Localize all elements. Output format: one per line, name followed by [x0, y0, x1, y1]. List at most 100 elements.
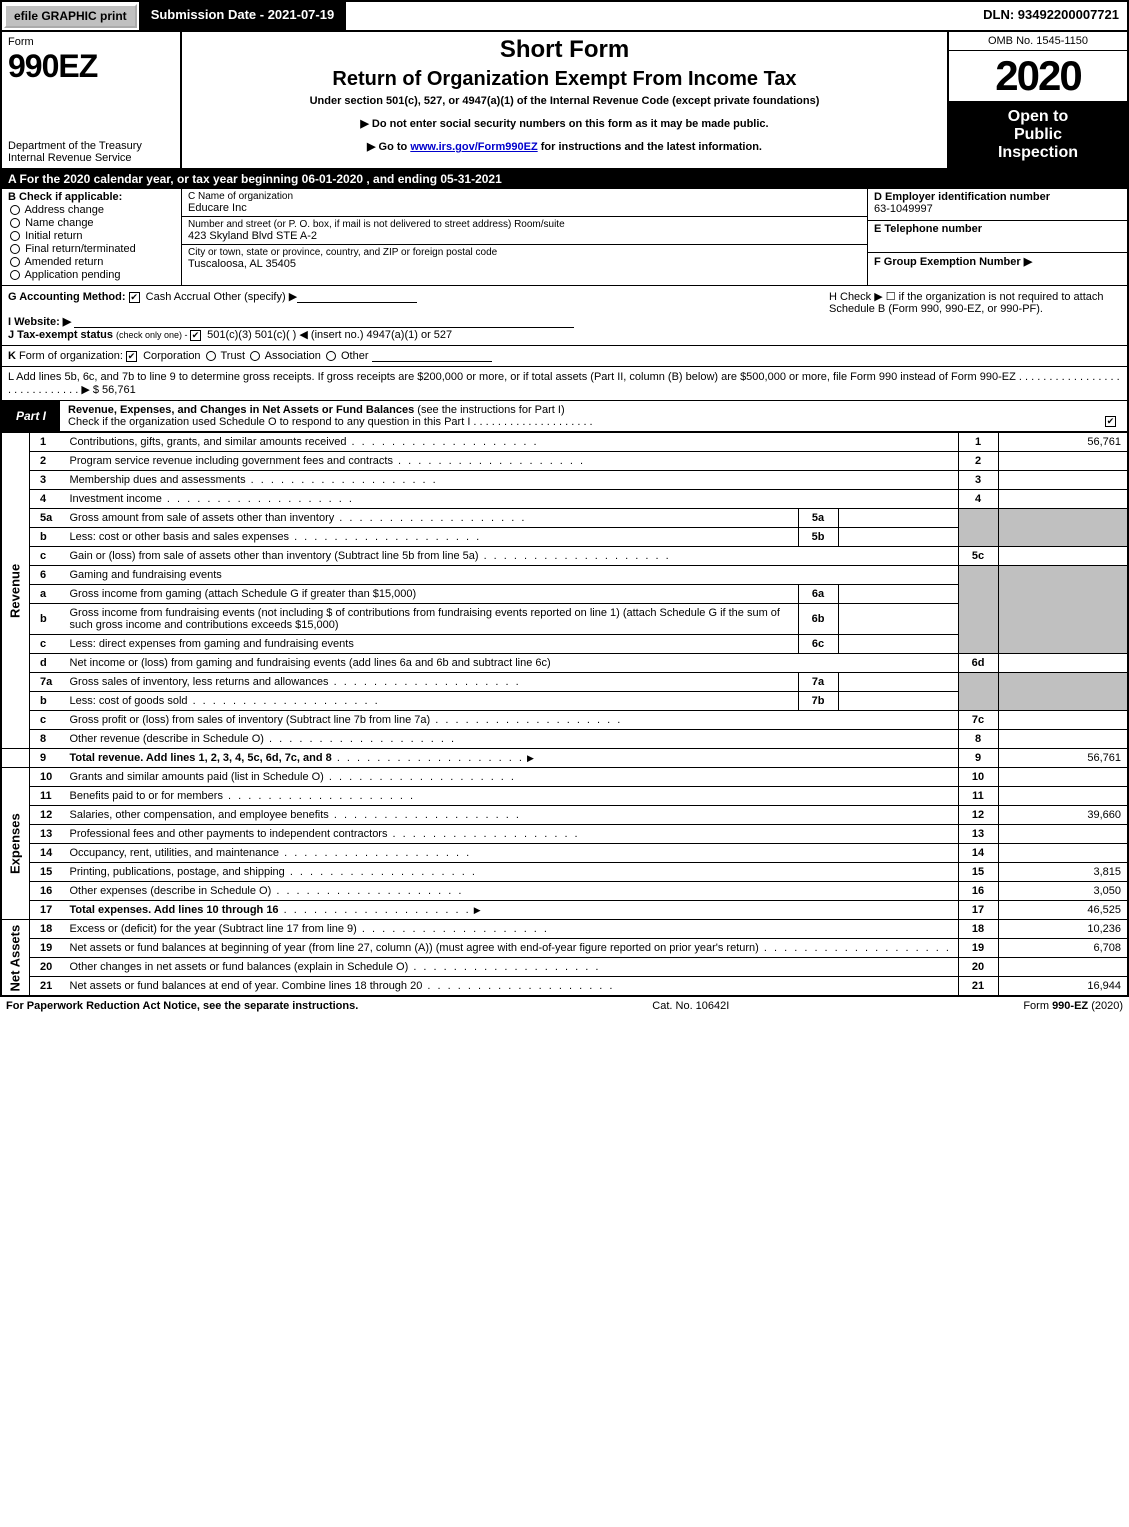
line-5b-num: b: [30, 528, 64, 547]
line-10-amt: [998, 768, 1128, 787]
line-14-desc: Occupancy, rent, utilities, and maintena…: [70, 847, 472, 859]
other-org-line[interactable]: [372, 350, 492, 362]
form-header: Form 990EZ Department of the Treasury In…: [0, 32, 1129, 170]
chk-cash[interactable]: [129, 292, 140, 303]
ein-label: D Employer identification number: [874, 191, 1121, 203]
form-subtitle: Under section 501(c), 527, or 4947(a)(1)…: [188, 95, 941, 107]
line-6b-num: b: [30, 604, 64, 635]
dln-label: DLN: 93492200007721: [975, 2, 1127, 30]
chk-final-return[interactable]: Final return/terminated: [8, 243, 175, 255]
form-number: 990EZ: [8, 48, 97, 84]
line-6-desc: Gaming and fundraising events: [64, 566, 959, 585]
part1-title-rest: (see the instructions for Part I): [414, 404, 564, 416]
gh-row: G Accounting Method: Cash Accrual Other …: [0, 286, 1129, 346]
line-16-desc: Other expenses (describe in Schedule O): [70, 885, 464, 897]
line-13-box: 13: [958, 825, 998, 844]
line-17-amt: 46,525: [998, 901, 1128, 920]
arrow-icon: [474, 904, 483, 916]
side-netassets: Net Assets: [1, 920, 30, 997]
line-12-num: 12: [30, 806, 64, 825]
chk-association[interactable]: [250, 351, 260, 361]
topbar-spacer: [346, 2, 975, 30]
chk-amended-return[interactable]: Amended return: [8, 256, 175, 268]
line-21-num: 21: [30, 977, 64, 997]
line-17-num: 17: [30, 901, 64, 920]
side-expenses: Expenses: [1, 768, 30, 920]
part1-label: Part I: [2, 401, 60, 431]
line-11-desc: Benefits paid to or for members: [70, 790, 416, 802]
line-7b-sub: 7b: [798, 692, 838, 711]
line-6d-desc: Net income or (loss) from gaming and fun…: [64, 654, 959, 673]
line-5c-box: 5c: [958, 547, 998, 566]
line-14-amt: [998, 844, 1128, 863]
line-17-box: 17: [958, 901, 998, 920]
header-left: Form 990EZ Department of the Treasury In…: [2, 32, 182, 168]
line-4-box: 4: [958, 490, 998, 509]
org-name-label: C Name of organization: [188, 191, 861, 202]
line-12-desc: Salaries, other compensation, and employ…: [70, 809, 521, 821]
line-17-dots: [279, 904, 471, 916]
chk-other-org[interactable]: [326, 351, 336, 361]
open-line3: Inspection: [998, 144, 1078, 161]
line-8-num: 8: [30, 730, 64, 749]
line-18-box: 18: [958, 920, 998, 939]
line-7b-num: b: [30, 692, 64, 711]
header-mid: Short Form Return of Organization Exempt…: [182, 32, 947, 168]
line-2-amt: [998, 452, 1128, 471]
line-19-desc: Net assets or fund balances at beginning…: [70, 942, 951, 954]
line-9-box: 9: [958, 749, 998, 768]
city-label: City or town, state or province, country…: [188, 247, 861, 258]
line-5a-desc: Gross amount from sale of assets other t…: [70, 512, 527, 524]
k-row: K Form of organization: Corporation Trus…: [0, 346, 1129, 367]
line-6c-num: c: [30, 635, 64, 654]
line-9-dots: [332, 752, 524, 764]
line-5c-num: c: [30, 547, 64, 566]
line-13-amt: [998, 825, 1128, 844]
line-5b-sub: 5b: [798, 528, 838, 547]
period-row: A For the 2020 calendar year, or tax yea…: [0, 170, 1129, 189]
phone-label: E Telephone number: [874, 223, 1121, 235]
chk-name-change[interactable]: Name change: [8, 217, 175, 229]
line-6a-num: a: [30, 585, 64, 604]
group-label: F Group Exemption Number ▶: [874, 255, 1121, 268]
line-18-num: 18: [30, 920, 64, 939]
line-7b-subval: [838, 692, 958, 711]
line-14-num: 14: [30, 844, 64, 863]
line-18-amt: 10,236: [998, 920, 1128, 939]
line-3-box: 3: [958, 471, 998, 490]
chk-trust[interactable]: [206, 351, 216, 361]
efile-print-button[interactable]: efile GRAPHIC print: [4, 4, 137, 28]
line-5ab-shade: [958, 509, 998, 547]
open-to-public-box: Open to Public Inspection: [949, 102, 1127, 168]
line-6c-desc: Less: direct expenses from gaming and fu…: [64, 635, 799, 654]
irs-link[interactable]: www.irs.gov/Form990EZ: [410, 141, 537, 153]
chk-corporation[interactable]: [126, 351, 137, 362]
line-15-num: 15: [30, 863, 64, 882]
line-5a-sub: 5a: [798, 509, 838, 528]
chk-initial-return[interactable]: Initial return: [8, 230, 175, 242]
j-options: 501(c)(3) 501(c)( ) ◀ (insert no.) 4947(…: [204, 329, 452, 341]
chk-501c3[interactable]: [190, 330, 201, 341]
chk-application-pending[interactable]: Application pending: [8, 269, 175, 281]
line-3-num: 3: [30, 471, 64, 490]
website-line[interactable]: [74, 316, 574, 328]
part1-schedule-o-check[interactable]: [1105, 416, 1116, 427]
footer-right: Form 990-EZ (2020): [1023, 1000, 1123, 1012]
line-11-num: 11: [30, 787, 64, 806]
line-4-num: 4: [30, 490, 64, 509]
line-7a-desc: Gross sales of inventory, less returns a…: [70, 676, 521, 688]
line-1-amt: 56,761: [998, 433, 1128, 452]
header-right: OMB No. 1545-1150 2020 Open to Public In…: [947, 32, 1127, 168]
line-8-amt: [998, 730, 1128, 749]
line-8-desc: Other revenue (describe in Schedule O): [70, 733, 457, 745]
line-5ab-shade-amt: [998, 509, 1128, 547]
side-blank-9: [1, 749, 30, 768]
line-6b-subval: [838, 604, 958, 635]
line-20-num: 20: [30, 958, 64, 977]
g-other-line[interactable]: [297, 291, 417, 303]
line-20-desc: Other changes in net assets or fund bala…: [70, 961, 601, 973]
chk-address-change[interactable]: Address change: [8, 204, 175, 216]
line-7a-subval: [838, 673, 958, 692]
submission-date-button[interactable]: Submission Date - 2021-07-19: [139, 2, 347, 30]
line-1-num: 1: [30, 433, 64, 452]
